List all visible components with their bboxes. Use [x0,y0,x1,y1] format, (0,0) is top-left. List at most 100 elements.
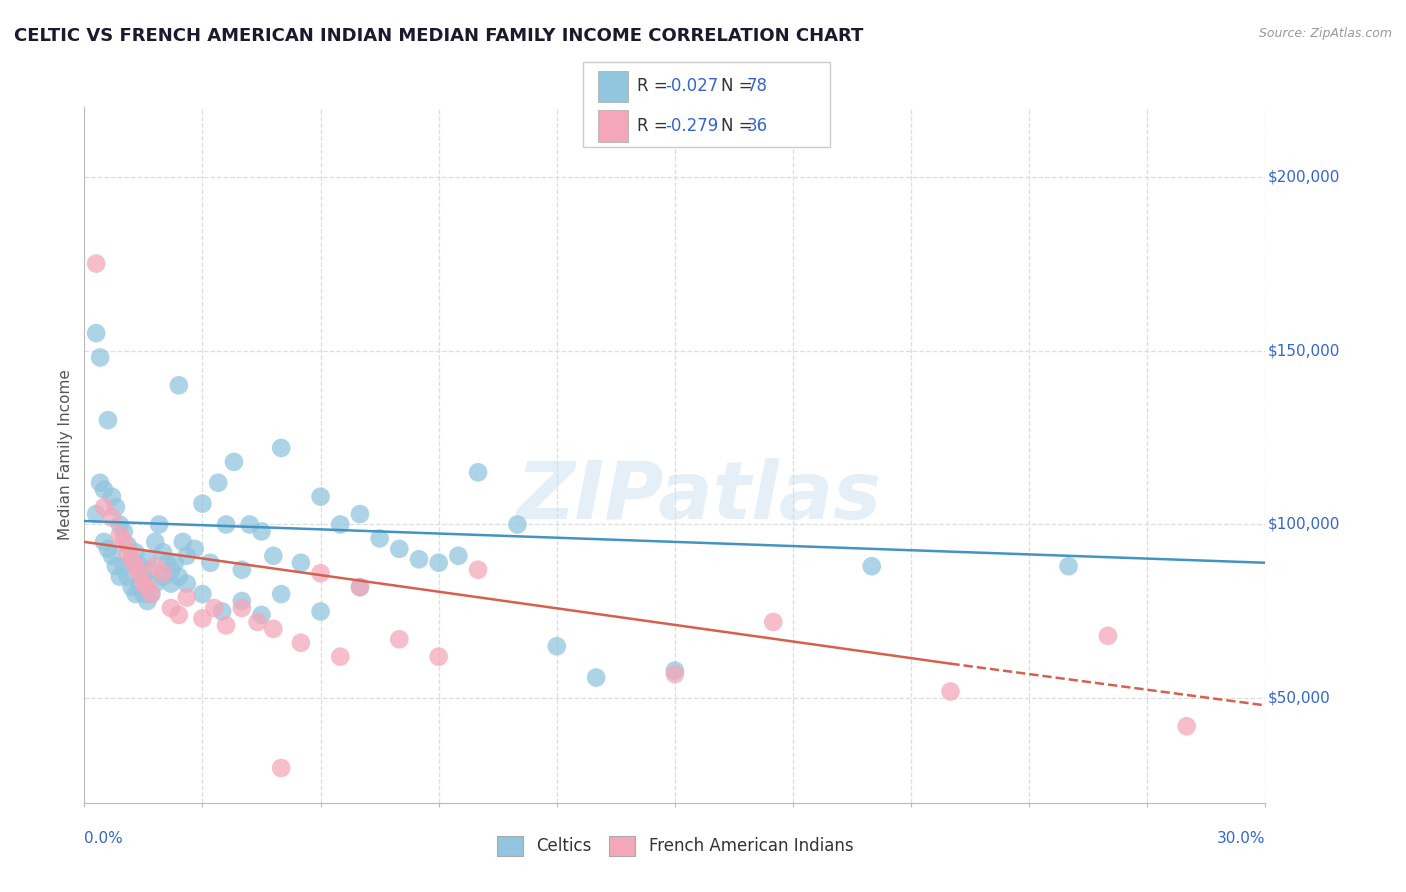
Point [97,413,120,427]
Point [270,441,292,455]
Point [215,517,238,532]
Text: R =: R = [637,78,673,95]
Point [84,256,107,270]
Point [124,587,146,601]
Point [143,534,166,549]
Point [167,607,190,622]
Point [290,556,312,570]
Point [309,566,332,581]
Point [97,541,120,556]
Point [141,563,163,577]
Text: 0.0%: 0.0% [84,830,124,846]
Point [191,497,214,511]
Point [163,556,186,570]
Point [368,532,391,546]
Text: R =: R = [637,117,673,135]
Text: N =: N = [721,78,758,95]
Point [152,570,174,584]
Point [860,559,883,574]
Point [262,549,284,563]
Text: 30.0%: 30.0% [1218,830,1265,846]
Point [250,524,273,539]
Point [262,622,284,636]
Point [176,549,198,563]
Point [141,587,163,601]
Point [309,490,332,504]
Point [172,534,194,549]
Point [388,632,411,647]
Point [1057,559,1080,574]
Text: Source: ZipAtlas.com: Source: ZipAtlas.com [1258,27,1392,40]
Point [132,587,155,601]
Text: $150,000: $150,000 [1268,343,1340,358]
Point [1175,719,1198,733]
Point [222,455,245,469]
Point [156,556,179,570]
Point [191,587,214,601]
Point [93,500,115,514]
Point [167,570,190,584]
Point [84,326,107,340]
Point [762,615,785,629]
Text: N =: N = [721,117,758,135]
Point [132,570,155,584]
Point [239,517,262,532]
Point [152,545,174,559]
Point [136,594,159,608]
Point [121,580,143,594]
Point [112,559,135,574]
Text: 78: 78 [747,78,768,95]
Point [427,649,450,664]
Point [1097,629,1119,643]
Point [117,570,139,584]
Point [664,664,686,678]
Point [349,507,371,521]
Point [408,552,430,566]
Point [211,605,233,619]
Point [160,601,183,615]
Point [176,591,198,605]
Text: -0.279: -0.279 [665,117,718,135]
Point [546,639,568,653]
Point [231,563,253,577]
Text: ZIPatlas: ZIPatlas [516,458,882,536]
Point [108,570,131,584]
Text: $200,000: $200,000 [1268,169,1340,184]
Point [89,351,111,365]
Point [309,605,332,619]
Point [143,576,166,591]
Point [128,559,150,574]
Point [191,611,214,625]
Point [388,541,411,556]
Point [104,559,127,574]
Point [148,517,170,532]
Point [467,466,489,480]
Point [108,528,131,542]
Text: $100,000: $100,000 [1268,517,1340,532]
Point [101,490,124,504]
Point [124,545,146,559]
Text: 36: 36 [747,117,768,135]
Point [112,524,135,539]
Point [93,534,115,549]
Point [176,576,198,591]
Point [117,545,139,559]
Point [84,507,107,521]
Point [128,580,150,594]
Point [231,601,253,615]
Point [329,517,352,532]
Point [112,534,135,549]
Point [506,517,529,532]
Point [250,607,273,622]
Point [128,566,150,581]
Point [141,587,163,601]
Point [231,594,253,608]
Point [427,556,450,570]
Point [143,559,166,574]
Legend: Celtics, French American Indians: Celtics, French American Indians [492,831,858,861]
Point [167,378,190,392]
Point [200,556,222,570]
Point [160,563,183,577]
Point [207,475,229,490]
Point [270,587,292,601]
